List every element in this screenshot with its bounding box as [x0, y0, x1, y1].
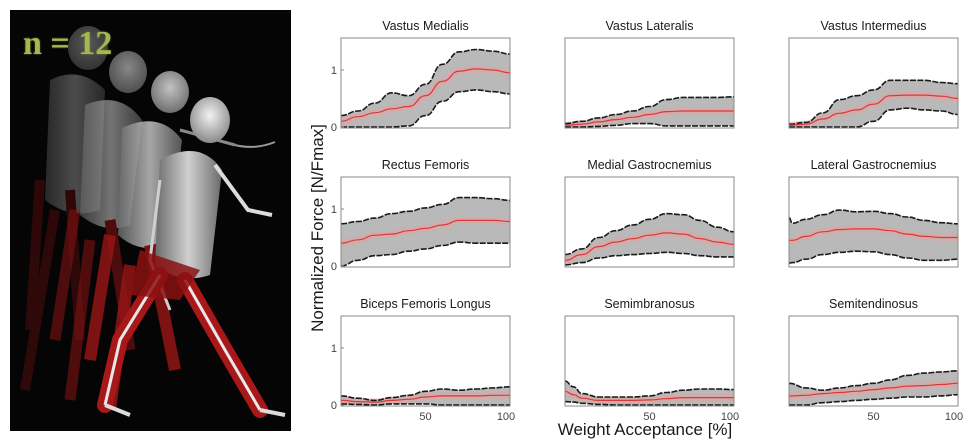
y-tick-label: 1: [331, 65, 337, 77]
x-tick-label: 50: [867, 411, 879, 423]
upper-bound-line: [564, 212, 735, 256]
chart-semimbranosus: Semimbranosus 50 100: [564, 297, 739, 423]
upper-bound-line: [788, 209, 959, 225]
y-axis-label: Normalized Force [N/Fmax]: [308, 124, 327, 332]
x-tick-label: 100: [721, 411, 739, 423]
x-tick-label: 100: [497, 411, 515, 423]
y-tick-label: 0: [331, 261, 337, 273]
chart-biceps-femoris-longus: Biceps Femoris Longus 0 1 50 100: [331, 297, 515, 423]
plot-frame: [340, 176, 511, 268]
upper-bound-line: [340, 386, 511, 402]
x-tick-label: 100: [945, 411, 963, 423]
chart-vastus-lateralis: Vastus Lateralis: [564, 19, 735, 129]
lower-bound-line: [340, 241, 510, 267]
plot-frame: [564, 176, 735, 268]
mean-line: [564, 110, 734, 126]
lower-bound-line: [789, 107, 959, 128]
chart-semitendinosus: Semitendinosus 50 100: [788, 297, 963, 423]
mean-line: [564, 232, 735, 261]
y-tick-label: 0: [331, 400, 337, 412]
sample-size-label: n = 12: [23, 25, 113, 62]
lower-bound-line: [564, 400, 734, 406]
chart-title: Vastus Intermedius: [820, 19, 926, 33]
lower-bound-line: [788, 250, 959, 264]
chart-vastus-intermedius: Vastus Intermedius: [788, 19, 959, 129]
skeleton-illustration: [20, 26, 286, 418]
plot-frame: [788, 315, 959, 407]
chart-title: Lateral Gastrocnemius: [811, 158, 937, 172]
x-tick-label: 50: [419, 411, 431, 423]
chart-title: Biceps Femoris Longus: [360, 297, 491, 311]
upper-bound-line: [788, 370, 959, 392]
y-tick-label: 1: [331, 343, 337, 355]
chart-title: Vastus Lateralis: [605, 19, 693, 33]
mean-line: [340, 394, 510, 403]
upper-bound-line: [340, 48, 511, 117]
upper-bound-line: [788, 79, 959, 125]
mean-line: [788, 382, 959, 397]
chart-title: Semitendinosus: [829, 297, 918, 311]
upper-bound-line: [564, 380, 735, 398]
chart-medial-gastrocnemius: Medial Gastrocnemius: [564, 158, 735, 268]
lower-bound-line: [564, 251, 734, 266]
mean-line: [340, 219, 511, 244]
upper-bound-line: [564, 96, 735, 125]
chart-vastus-medialis: Vastus Medialis 0 1: [331, 19, 511, 134]
x-axis-label: Weight Acceptance [%]: [557, 420, 733, 439]
plot-frame: [340, 37, 511, 129]
plot-frame: [340, 315, 511, 407]
upper-bound-line: [340, 196, 511, 225]
skeleton-gait-figure: n = 12: [10, 10, 291, 431]
lower-bound-line: [565, 122, 734, 128]
std-band: [789, 210, 958, 264]
std-band: [565, 213, 734, 265]
plot-frame: [564, 315, 735, 407]
chart-rectus-femoris: Rectus Femoris 0 1: [331, 158, 511, 273]
lower-bound-line: [341, 89, 511, 128]
plot-frame: [788, 37, 959, 129]
mean-line: [789, 228, 958, 241]
y-tick-label: 0: [331, 122, 337, 134]
plot-frame: [788, 176, 959, 268]
x-tick-label: 50: [643, 411, 655, 423]
plot-frame: [564, 37, 735, 129]
chart-title: Medial Gastrocnemius: [587, 158, 711, 172]
mean-line: [340, 68, 511, 122]
chart-title: Rectus Femoris: [382, 158, 470, 172]
chart-lateral-gastrocnemius: Lateral Gastrocnemius: [788, 158, 959, 268]
lower-bound-line: [340, 403, 510, 406]
mean-line: [564, 390, 734, 401]
lower-bound-line: [789, 393, 959, 406]
y-tick-label: 1: [331, 204, 337, 216]
chart-title: Vastus Medialis: [382, 19, 469, 33]
chart-title: Semimbranosus: [604, 297, 694, 311]
mean-line: [788, 94, 959, 126]
